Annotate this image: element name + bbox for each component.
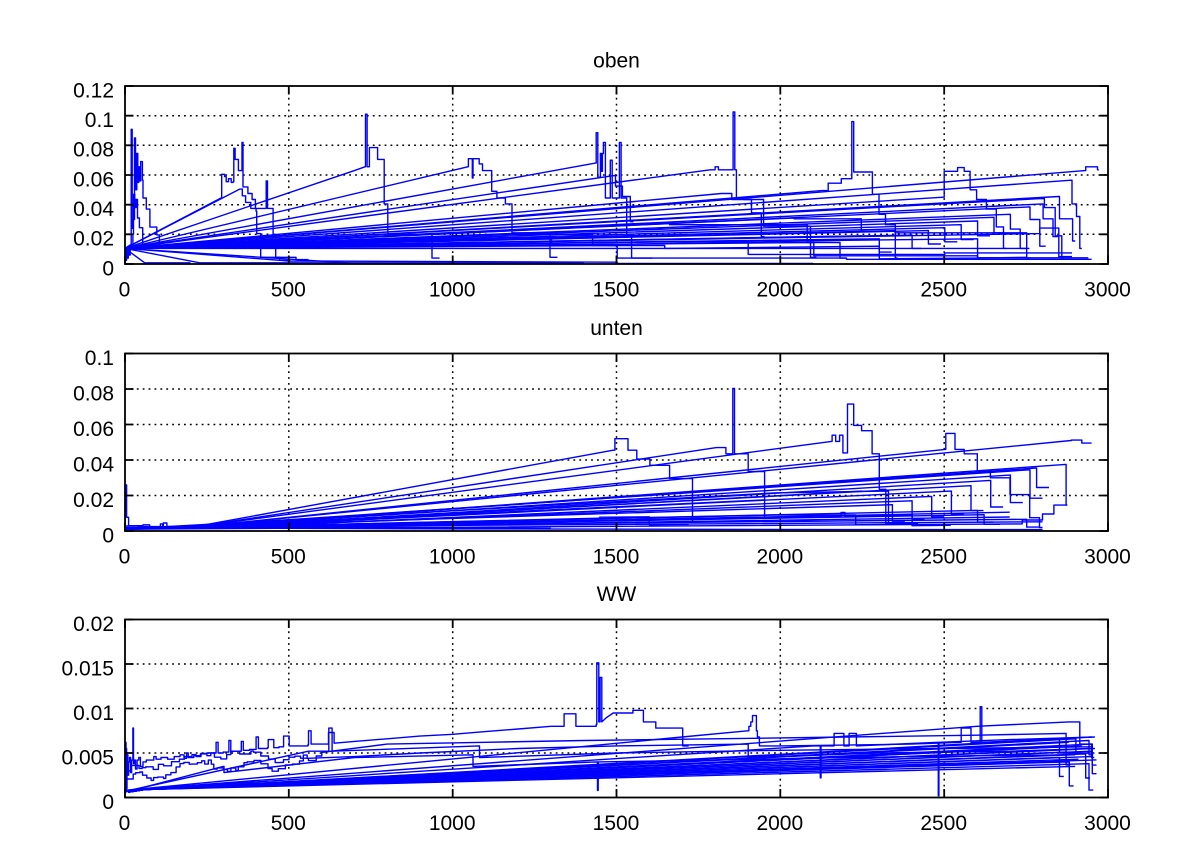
svg-text:2000: 2000	[756, 812, 803, 835]
svg-text:0: 0	[119, 812, 131, 835]
svg-text:1000: 1000	[429, 812, 476, 835]
svg-text:0.08: 0.08	[73, 139, 114, 162]
svg-text:1500: 1500	[593, 812, 640, 835]
svg-text:500: 500	[271, 812, 306, 835]
svg-text:0.1: 0.1	[85, 347, 114, 370]
svg-text:2500: 2500	[920, 545, 967, 568]
svg-text:3000: 3000	[1084, 812, 1131, 835]
svg-text:0.12: 0.12	[73, 79, 114, 102]
svg-text:0.02: 0.02	[73, 489, 114, 512]
svg-text:2500: 2500	[920, 278, 967, 301]
svg-text:0.06: 0.06	[73, 418, 114, 441]
svg-text:1000: 1000	[429, 545, 476, 568]
svg-text:0: 0	[119, 545, 131, 568]
svg-text:0.015: 0.015	[61, 657, 114, 680]
svg-text:500: 500	[271, 278, 306, 301]
svg-text:3000: 3000	[1084, 545, 1131, 568]
svg-text:0: 0	[102, 524, 114, 547]
svg-text:2500: 2500	[920, 812, 967, 835]
svg-text:2000: 2000	[756, 545, 803, 568]
svg-text:1000: 1000	[429, 278, 476, 301]
svg-text:1500: 1500	[593, 545, 640, 568]
svg-text:3000: 3000	[1084, 278, 1131, 301]
svg-text:500: 500	[271, 545, 306, 568]
svg-text:0.005: 0.005	[61, 746, 114, 769]
svg-text:oben: oben	[593, 49, 640, 72]
svg-text:WW: WW	[597, 583, 637, 606]
svg-text:0: 0	[102, 257, 114, 280]
svg-text:0: 0	[102, 791, 114, 814]
svg-text:0.06: 0.06	[73, 168, 114, 191]
svg-text:0.08: 0.08	[73, 382, 114, 405]
svg-text:1500: 1500	[593, 278, 640, 301]
svg-text:0: 0	[119, 278, 131, 301]
svg-text:0.02: 0.02	[73, 228, 114, 251]
svg-text:0.04: 0.04	[73, 453, 114, 476]
svg-text:unten: unten	[590, 317, 643, 340]
svg-text:0.01: 0.01	[73, 702, 114, 725]
svg-text:2000: 2000	[756, 278, 803, 301]
svg-text:0.1: 0.1	[85, 109, 114, 132]
svg-text:0.04: 0.04	[73, 198, 114, 221]
svg-text:0.02: 0.02	[73, 613, 114, 636]
